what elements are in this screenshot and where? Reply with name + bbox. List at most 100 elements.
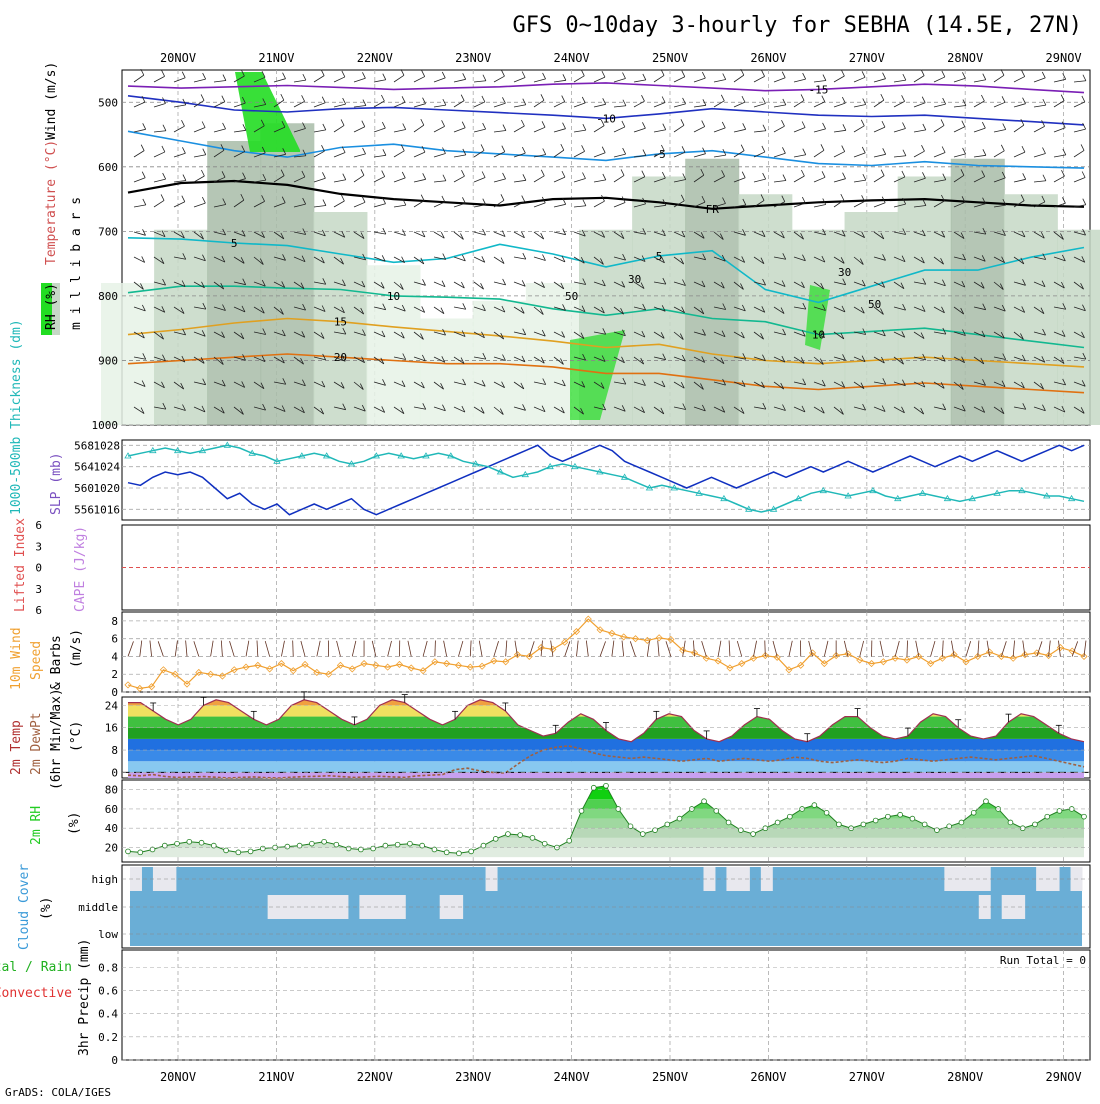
wind-barb bbox=[934, 77, 945, 82]
wind-barb bbox=[354, 127, 365, 132]
wind-barb bbox=[894, 156, 906, 157]
wind-barb bbox=[1074, 81, 1086, 82]
wind-barb-flag bbox=[141, 145, 144, 151]
rh-2m-point bbox=[407, 841, 412, 846]
wind-barb-flag bbox=[782, 147, 785, 153]
wind-barb bbox=[434, 78, 445, 82]
wind-barb bbox=[154, 103, 165, 107]
wind-barb-flag bbox=[362, 121, 365, 127]
rh-2m-point bbox=[334, 842, 339, 847]
wind-barb-flag bbox=[843, 173, 846, 179]
wind-barb bbox=[614, 203, 625, 207]
wind-barb bbox=[694, 105, 706, 107]
wind-speed-line bbox=[128, 619, 1084, 688]
wind-barb bbox=[354, 202, 365, 207]
wind-barb-10m bbox=[773, 641, 777, 656]
ylabel-cloud-cover: Cloud Cover bbox=[17, 864, 32, 950]
wind-barb bbox=[614, 127, 625, 132]
wind-barb bbox=[414, 77, 425, 82]
pressure-tick-label: 900 bbox=[98, 354, 118, 367]
lifted-index-tick-label: 3 bbox=[35, 583, 42, 596]
precip-tick-label: 0.6 bbox=[98, 985, 118, 998]
rh-2m-point bbox=[824, 810, 829, 815]
wind-barb bbox=[214, 129, 226, 132]
wind-barb-flag bbox=[421, 119, 424, 125]
wind-barb bbox=[394, 130, 406, 132]
wind-barb bbox=[534, 100, 544, 107]
wind-barb bbox=[774, 153, 785, 157]
wind-barb-flag bbox=[202, 122, 205, 128]
wind-barb-flag bbox=[863, 174, 866, 180]
wind-barb bbox=[914, 103, 925, 107]
wind-barb bbox=[574, 103, 585, 107]
ylabel-convective: Convective bbox=[0, 986, 72, 1001]
wind-barb-10m bbox=[352, 641, 356, 657]
wind-barb-flag bbox=[682, 71, 685, 77]
wind-barb bbox=[554, 204, 566, 207]
ylabel-speed: Speed bbox=[29, 641, 44, 680]
rh-2m-point bbox=[506, 832, 511, 837]
rh-2m-point bbox=[248, 849, 253, 854]
wind-barb-flag bbox=[302, 95, 305, 101]
wind-barb bbox=[654, 103, 665, 107]
wind-barb-flag bbox=[782, 72, 785, 78]
wind-barb bbox=[614, 154, 626, 157]
wind-barb-flag bbox=[423, 173, 426, 179]
wind-barb bbox=[574, 178, 585, 182]
wind-barb bbox=[954, 154, 966, 157]
wind-barb-flag bbox=[681, 119, 684, 125]
thickness-tick-label: 560 bbox=[74, 482, 94, 495]
wind-barb-flag bbox=[821, 144, 824, 150]
rh-2m-point bbox=[199, 840, 204, 845]
rh-2m-point bbox=[138, 850, 143, 855]
rh-2m-point bbox=[751, 832, 756, 837]
wind-barb bbox=[954, 78, 965, 82]
wind-barb bbox=[534, 127, 545, 132]
wind-barb-10m bbox=[186, 641, 187, 657]
date-label-top: 25NOV bbox=[652, 51, 688, 65]
lifted-index-tick-label: 0 bbox=[35, 562, 42, 575]
wind-barb bbox=[594, 77, 605, 82]
wind-barb-10m bbox=[140, 641, 142, 657]
wind-barb-flag bbox=[641, 95, 644, 101]
rh-column bbox=[685, 159, 739, 425]
wind-barb-flag bbox=[742, 172, 745, 178]
rh-tick-label: 80 bbox=[105, 784, 118, 797]
wind-barb-10m bbox=[789, 641, 792, 657]
wind-barb bbox=[814, 129, 826, 132]
wind-barb-10m bbox=[907, 640, 908, 656]
date-label-bottom: 25NOV bbox=[652, 1070, 688, 1084]
wind-barb bbox=[174, 78, 185, 82]
rh-2m-point bbox=[861, 822, 866, 827]
wind-barb bbox=[634, 80, 646, 82]
wind-barb-10m bbox=[586, 641, 588, 657]
rh-2m-point bbox=[224, 848, 229, 853]
contour-label: -10 bbox=[596, 112, 616, 125]
wind-barb-flag bbox=[582, 172, 585, 178]
wind-barb bbox=[514, 126, 524, 132]
wind-barb-flag bbox=[882, 121, 885, 127]
wind-barb bbox=[794, 128, 805, 132]
wind-barb bbox=[834, 152, 845, 157]
rh-column bbox=[845, 212, 899, 425]
wind-barb-10m bbox=[506, 640, 507, 656]
wind-barb bbox=[734, 102, 745, 107]
pressure-tick-label: 800 bbox=[98, 290, 118, 303]
wind-barb-flag bbox=[603, 174, 606, 180]
wind-barb-flag bbox=[1061, 95, 1064, 101]
wind-barb-10m bbox=[158, 641, 163, 656]
wind-barb-flag bbox=[903, 74, 906, 80]
date-label-bottom: 23NOV bbox=[455, 1070, 491, 1084]
ylabel-2m-temp: 2m Temp bbox=[9, 720, 24, 775]
wind-barb-flag bbox=[343, 98, 346, 104]
date-label-bottom: 20NOV bbox=[160, 1070, 196, 1084]
temp-band bbox=[122, 705, 1090, 716]
rh-contour-label: 30 bbox=[838, 266, 851, 279]
wind-tick-label: 6 bbox=[111, 633, 118, 646]
wind-barb-flag bbox=[563, 123, 566, 129]
wind-barb bbox=[434, 126, 445, 132]
wind-barb bbox=[994, 130, 1006, 132]
chart-title: GFS 0~10day 3-hourly for SEBHA (14.5E, 2… bbox=[512, 13, 1082, 38]
wind-barb-10m bbox=[754, 641, 757, 657]
wind-barb bbox=[954, 127, 965, 132]
